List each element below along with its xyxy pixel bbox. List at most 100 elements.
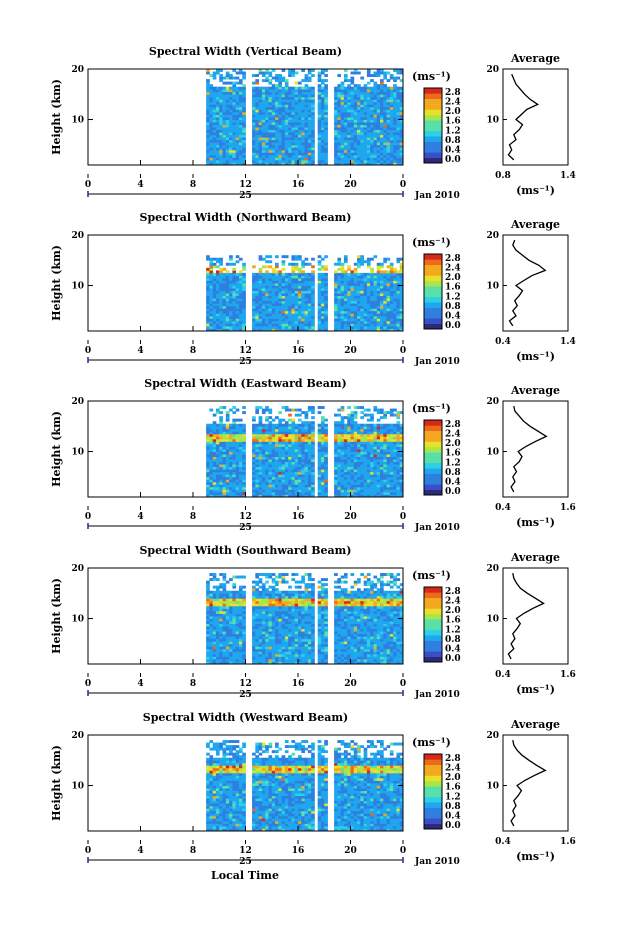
heatmap-cell [311,134,315,138]
heatmap-cell [212,298,217,302]
heatmap-cell [252,298,256,302]
heatmap-cell [370,159,374,163]
heatmap-cell [370,134,374,138]
heatmap-cell [376,320,381,324]
heatmap-cell [340,132,345,136]
heatmap-cell [343,318,348,322]
heatmap-cell [376,433,381,437]
heatmap-cell [232,162,237,166]
heatmap-cell [229,479,233,483]
heatmap-cell [317,305,322,309]
heatmap-cell [383,280,387,284]
heatmap-cell [307,446,312,450]
heatmap-cell [334,124,338,128]
heatmap-cell [399,265,404,269]
heatmap-cell [232,91,237,95]
heatmap-cell [383,147,387,151]
heatmap-cell [294,159,299,163]
heatmap-cell [337,469,342,473]
heatmap-cell [370,423,374,427]
heatmap-cell [363,433,368,437]
heatmap-cell [366,139,371,143]
heatmap-cell [386,111,391,115]
heatmap-cell [229,461,233,465]
heatmap-cell [311,489,315,493]
heatmap-cell [271,310,276,314]
heatmap-cell [304,89,309,93]
heatmap-cell [242,423,246,427]
heatmap-cell [320,451,325,455]
heatmap-cell [222,298,227,302]
heatmap-cell [298,81,302,85]
heatmap-cell [265,298,269,302]
heatmap-cell [317,154,322,158]
heatmap-cell [258,137,263,141]
heatmap-cell [353,117,358,120]
heatmap-cell [219,426,223,430]
profile-frame [502,68,569,166]
heatmap-cell [399,114,404,118]
heatmap-cell [337,305,342,309]
heatmap-cell [363,305,368,309]
heatmap-cell [252,139,256,143]
heatmap-cell [324,149,328,153]
heatmap-cell [347,89,351,93]
heatmap-cell [222,479,227,483]
heatmap-cell [288,310,292,314]
heatmap-cell [252,285,256,289]
heatmap-cell [363,300,368,304]
heatmap-cell [373,147,378,151]
heatmap-cell [301,265,305,269]
heatmap-cell [383,300,387,304]
heatmap-cell [281,290,286,294]
heatmap-cell [255,144,260,148]
heatmap-cell [212,262,217,266]
heatmap-cell [225,315,230,319]
heatmap-cell [212,152,217,156]
heatmap-cell [229,76,233,80]
heatmap-cell [320,315,325,319]
heatmap-cell [363,413,368,417]
heatmap-cell [301,272,305,276]
heatmap-cell [284,481,289,485]
heatmap-cell [360,474,365,478]
heatmap-cell [238,144,243,148]
heatmap-cell [278,303,282,307]
heatmap-cell [360,262,365,266]
heatmap-cell [225,270,230,274]
heatmap-cell [291,157,296,161]
heatmap-cell [393,147,397,151]
heatmap-cell [238,111,243,115]
heatmap-cell [363,84,368,88]
heatmap-cell [324,109,328,113]
heatmap-cell [353,275,358,279]
heatmap-cell [268,129,273,133]
heatmap-cell [317,288,322,291]
heatmap-cell [337,91,342,95]
heatmap-cell [304,328,309,332]
heatmap-cell [291,127,296,131]
heatmap-cell [353,300,358,304]
heatmap-cell [215,275,220,279]
heatmap-cell [252,159,256,163]
heatmap-cell [337,152,342,156]
heatmap-cell [366,494,371,498]
heatmap-cell [284,293,289,297]
heatmap-cell [304,454,309,457]
heatmap-cell [317,127,322,131]
heatmap-cell [278,433,282,437]
heatmap-cell [265,446,269,450]
heatmap-cell [278,86,282,90]
heatmap-cell [307,290,312,294]
heatmap-cell [212,303,217,307]
heatmap-cell [334,428,338,432]
heatmap-cell [235,328,240,332]
heatmap-cell [340,275,345,279]
heatmap-cell [301,280,305,284]
heatmap-cell [340,305,345,309]
heatmap-cell [284,89,289,93]
heatmap-cell [363,451,368,455]
heatmap-cell [225,459,230,463]
heatmap-cell [399,290,404,294]
heatmap-cell [334,290,338,294]
